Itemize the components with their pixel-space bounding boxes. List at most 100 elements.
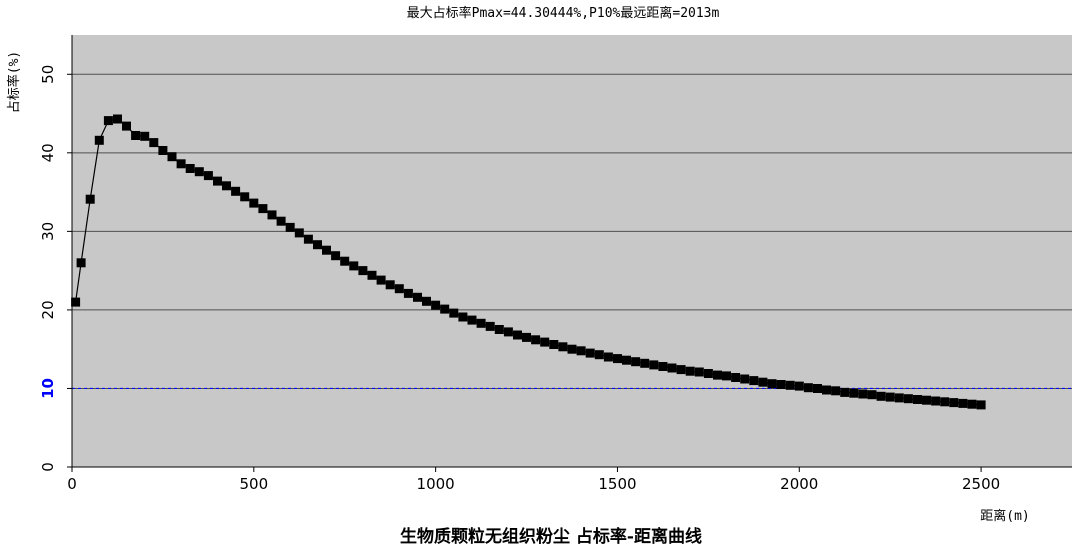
data-point	[213, 176, 222, 186]
data-point	[758, 377, 768, 387]
x-tick-label: 1500	[598, 475, 636, 493]
data-point	[94, 135, 104, 145]
data-point	[667, 363, 677, 373]
data-point	[285, 222, 295, 232]
data-point	[885, 392, 895, 402]
data-point	[431, 300, 441, 310]
data-point	[540, 337, 550, 347]
data-point	[376, 275, 386, 285]
data-point	[303, 234, 313, 244]
data-point	[349, 261, 359, 271]
data-point	[576, 346, 586, 356]
data-point	[385, 280, 395, 290]
data-point	[158, 146, 168, 155]
data-point	[803, 383, 813, 393]
data-point	[267, 210, 277, 220]
x-tick-label: 2000	[780, 475, 818, 493]
data-point	[513, 330, 522, 340]
data-point	[358, 266, 368, 276]
y-tick-label: 20	[39, 300, 57, 319]
data-point	[458, 312, 468, 322]
data-point	[531, 335, 541, 345]
data-point	[922, 395, 931, 405]
data-point	[313, 240, 322, 250]
data-point	[876, 391, 886, 401]
data-point	[703, 369, 713, 378]
data-point	[122, 121, 131, 131]
data-point	[967, 399, 977, 409]
axes	[67, 35, 1072, 472]
data-point	[149, 138, 159, 148]
data-point	[958, 398, 968, 408]
data-point	[831, 386, 841, 396]
data-point	[849, 388, 859, 398]
x-tick-label: 1000	[417, 475, 455, 493]
data-point	[676, 365, 686, 375]
data-point	[85, 194, 95, 204]
data-point	[394, 284, 404, 294]
chart-subtitle: 生物质颗粒无组织粉尘 占标率-距离曲线	[400, 526, 702, 547]
data-point	[858, 389, 868, 399]
data-point	[103, 116, 113, 126]
data-point	[176, 159, 186, 169]
data-point	[694, 367, 704, 377]
data-point	[603, 352, 613, 362]
x-tick-label: 500	[239, 475, 268, 493]
data-point	[822, 385, 831, 395]
data-point	[185, 164, 195, 173]
y-tick-label: 10	[39, 379, 57, 398]
data-point	[494, 325, 504, 334]
data-point	[549, 340, 559, 349]
data-point	[949, 398, 959, 408]
data-point	[71, 297, 81, 307]
data-point	[167, 152, 177, 162]
data-point	[640, 358, 650, 368]
data-point	[422, 296, 431, 306]
grid-lines	[72, 73, 1072, 389]
data-point	[240, 192, 250, 202]
data-point	[140, 131, 150, 141]
data-point	[331, 251, 341, 261]
data-point	[613, 354, 622, 364]
y-axis-label: 占标率(%)	[6, 51, 22, 113]
data-point	[522, 332, 531, 342]
data-point	[913, 395, 922, 404]
reference-line-label: 10	[39, 378, 57, 399]
data-point	[903, 394, 913, 404]
data-point	[776, 380, 786, 389]
data-point	[622, 355, 631, 365]
chart-title: 最大占标率Pmax=44.30444%,P10%最远距离=2013m	[407, 5, 720, 21]
data-point	[276, 216, 286, 226]
data-point	[894, 393, 904, 403]
data-point	[585, 348, 595, 358]
data-point	[731, 373, 741, 382]
data-point	[294, 228, 304, 238]
y-tick-label: 50	[39, 65, 57, 84]
data-point	[403, 288, 413, 298]
data-point	[340, 256, 350, 266]
data-point	[567, 344, 577, 354]
data-point	[231, 186, 241, 196]
data-point	[840, 387, 850, 397]
data-point	[722, 371, 731, 381]
x-axis-label: 距离(m)	[980, 508, 1029, 524]
data-point	[440, 304, 450, 314]
data-point	[558, 342, 568, 352]
data-point	[503, 327, 513, 337]
data-point	[749, 376, 759, 386]
data-point	[203, 171, 213, 181]
data-point	[222, 181, 231, 191]
data-point	[867, 390, 877, 400]
data-point	[367, 270, 377, 280]
data-point	[785, 380, 795, 390]
data-point	[794, 381, 804, 391]
x-tick-label: 2500	[962, 475, 1000, 493]
data-point	[485, 321, 495, 331]
data-point	[594, 350, 604, 360]
data-point	[467, 315, 477, 325]
data-point	[649, 360, 659, 370]
data-point	[740, 374, 750, 384]
data-point	[931, 396, 941, 406]
data-point	[413, 292, 422, 302]
data-point	[76, 258, 86, 268]
